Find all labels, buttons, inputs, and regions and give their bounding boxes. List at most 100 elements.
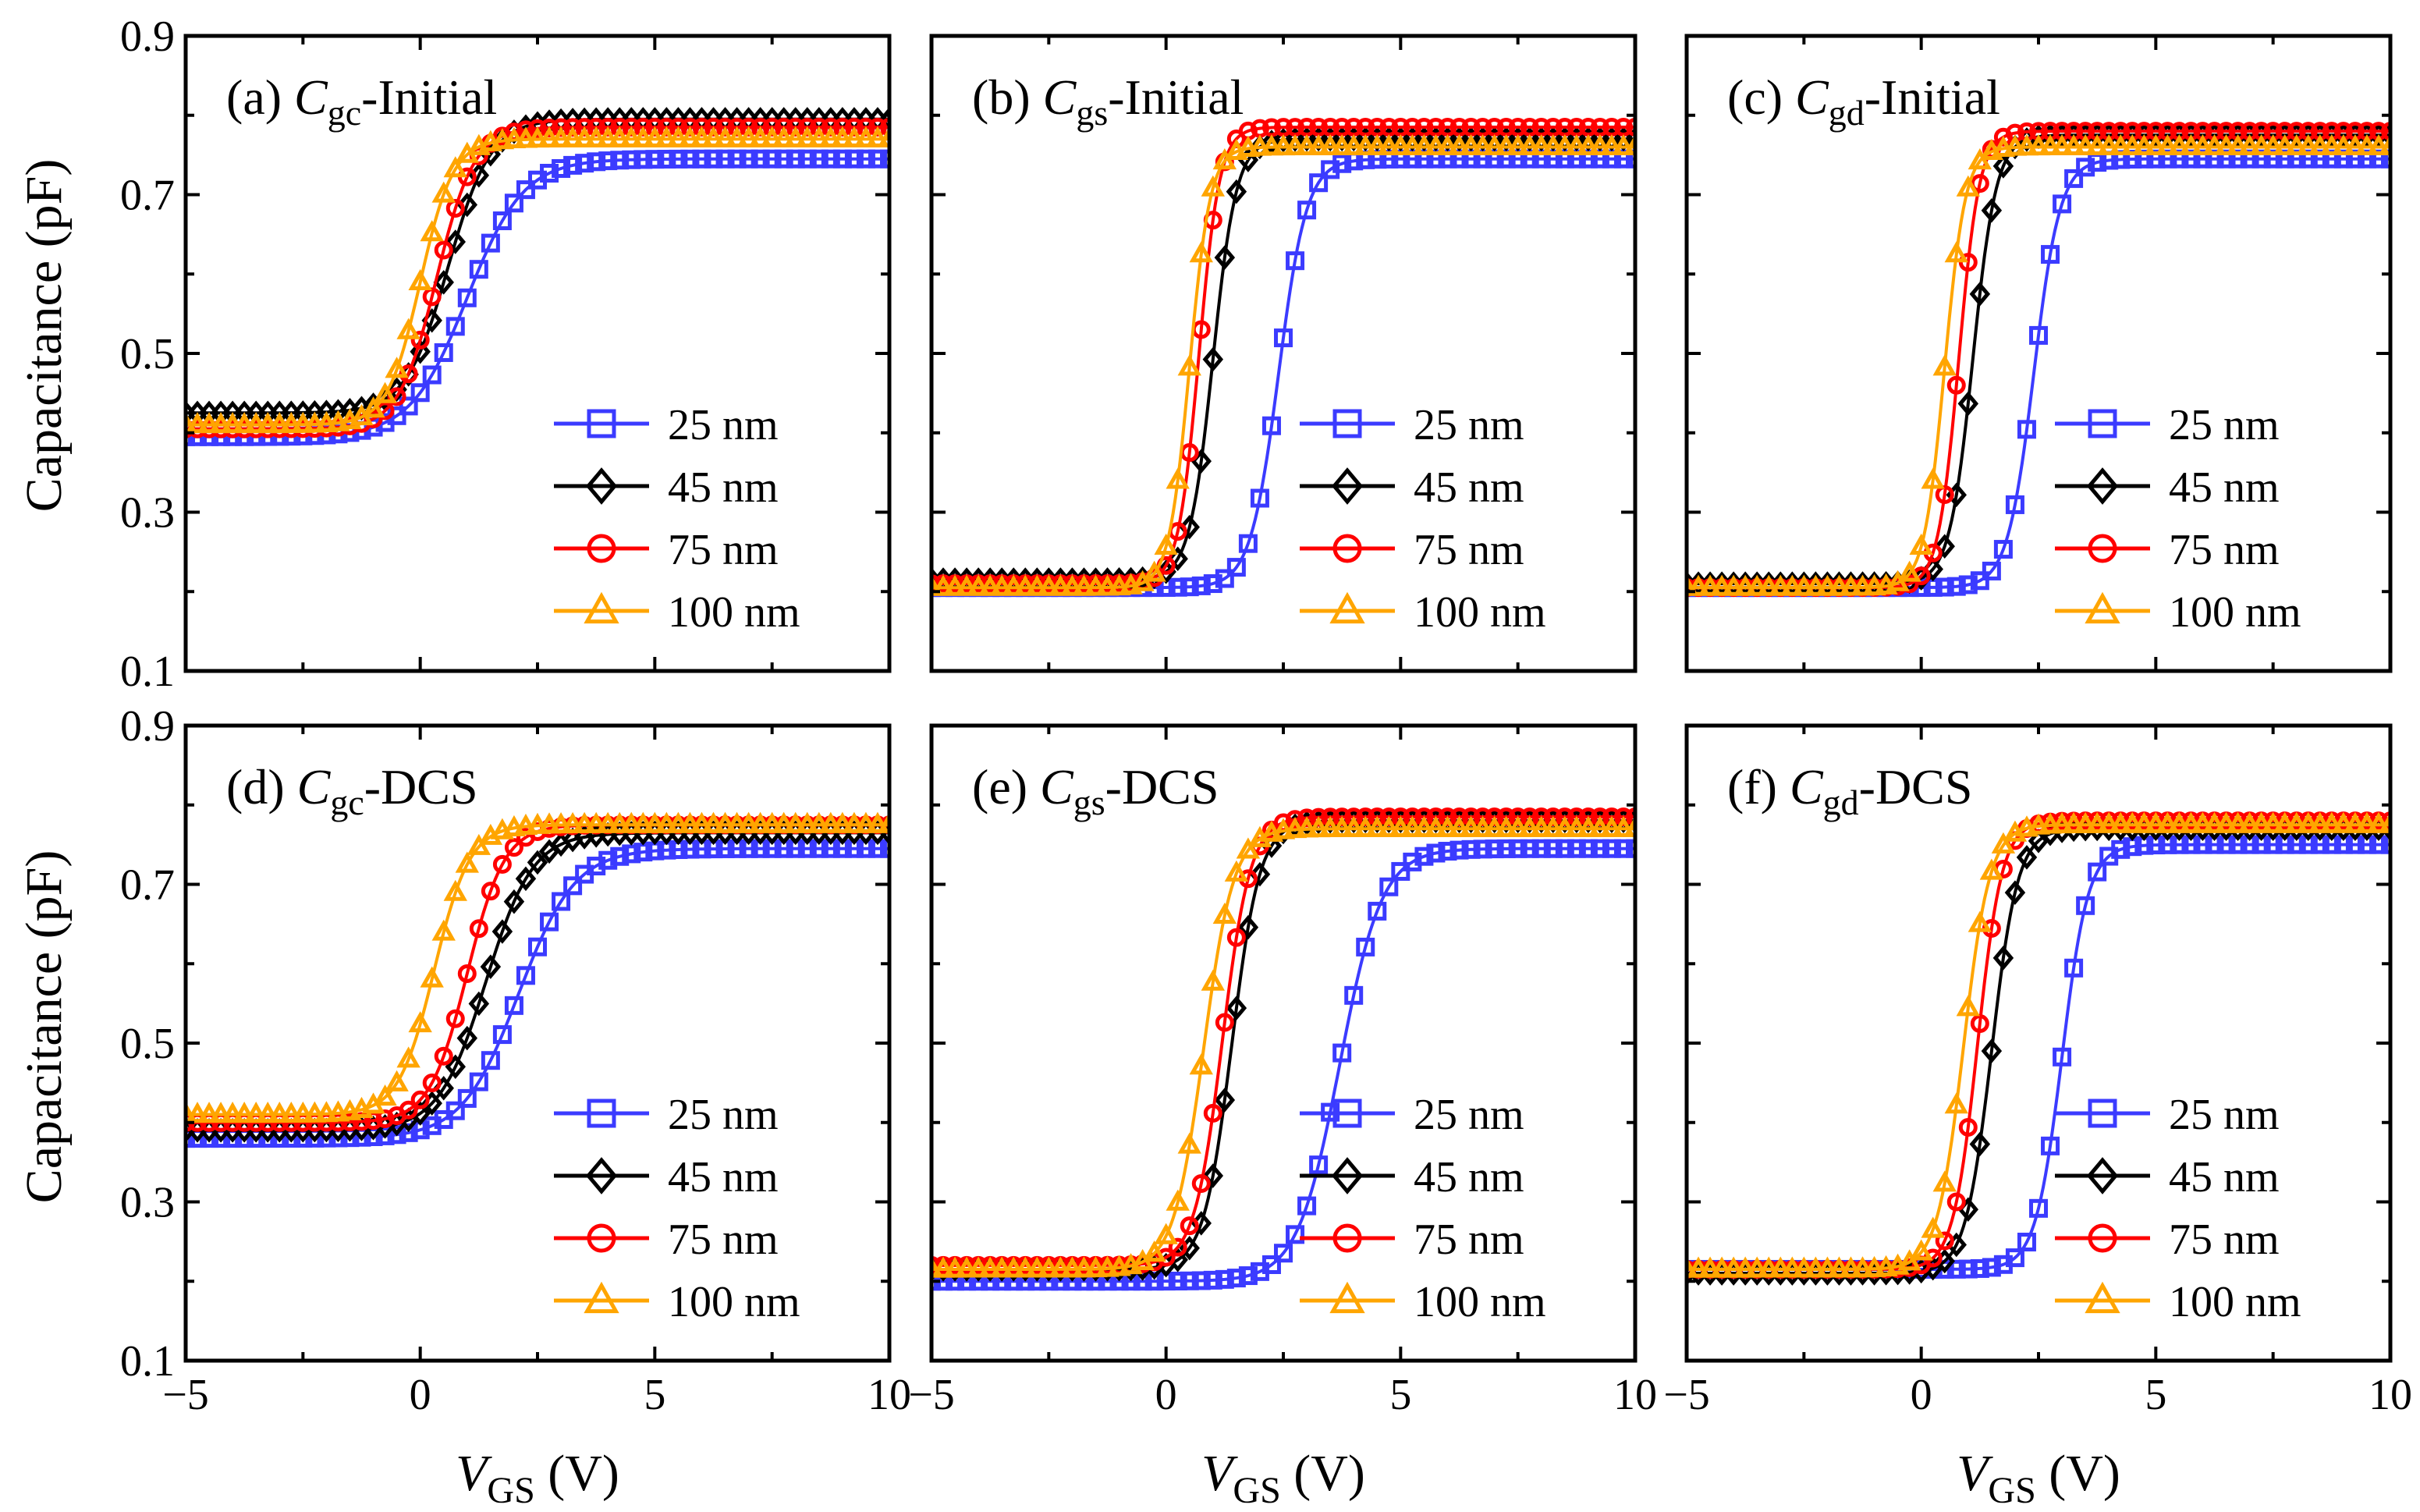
data-point-25-nm xyxy=(2029,1198,2048,1218)
data-point-25-nm xyxy=(610,151,630,170)
data-point-100-nm xyxy=(2296,811,2320,833)
legend-item-45-nm: 45 nm xyxy=(2055,1153,2280,1201)
data-point-100-nm xyxy=(513,126,538,148)
series-line-45-nm xyxy=(186,117,889,415)
data-point-100-nm xyxy=(713,811,737,833)
data-point-100-nm xyxy=(1850,1256,1875,1278)
data-point-100-nm xyxy=(2226,133,2250,156)
data-point-25-nm xyxy=(504,193,523,213)
data-point-100-nm xyxy=(2378,811,2390,833)
data-point-75-nm xyxy=(410,330,430,350)
series-45-nm-c xyxy=(1687,122,2390,596)
series-25-nm-b xyxy=(931,149,1635,598)
data-point-100-nm xyxy=(490,128,515,150)
data-point-100-nm xyxy=(2097,811,2121,833)
data-point-100-nm xyxy=(1588,815,1613,837)
legend-item-100-nm: 100 nm xyxy=(1300,1278,1546,1326)
data-point-75-nm xyxy=(492,854,512,874)
data-point-100-nm xyxy=(2319,811,2344,833)
data-point-25-nm xyxy=(2053,194,2072,214)
data-point-100-nm xyxy=(2202,133,2227,156)
data-point-25-nm xyxy=(1215,1269,1234,1289)
x-axis-c xyxy=(1685,36,2392,671)
series-100-nm-d xyxy=(186,811,889,1123)
data-point-100-nm xyxy=(1529,133,1553,156)
data-point-45-nm xyxy=(468,991,490,1017)
legend-d: 25 nm 45 nm 75 nm 100 nm xyxy=(554,1091,800,1326)
data-point-25-nm xyxy=(657,150,676,169)
data-point-100-nm xyxy=(431,919,456,941)
data-point-75-nm xyxy=(739,118,758,137)
legend-marker xyxy=(587,534,616,563)
x-tick-label: 0 xyxy=(1155,1371,1177,1419)
data-point-75-nm xyxy=(1215,1013,1234,1032)
data-point-100-nm xyxy=(842,811,867,833)
data-point-25-nm xyxy=(504,996,523,1015)
data-point-100-nm xyxy=(443,156,467,178)
data-point-25-nm xyxy=(1274,328,1293,348)
data-point-25-nm xyxy=(2111,839,2131,859)
data-point-100-nm xyxy=(560,811,585,833)
data-point-45-nm xyxy=(1934,534,1955,559)
data-point-100-nm xyxy=(1294,133,1319,156)
legend-item-25-nm: 25 nm xyxy=(1300,1091,1524,1139)
data-point-100-nm xyxy=(1991,832,2016,854)
data-point-25-nm xyxy=(1946,577,1966,596)
data-point-100-nm xyxy=(1025,1256,1049,1278)
legend-e: 25 nm 45 nm 75 nm 100 nm xyxy=(1300,1091,1546,1326)
data-point-100-nm xyxy=(1400,133,1425,156)
data-point-100-nm xyxy=(1072,574,1096,596)
data-point-100-nm xyxy=(2191,133,2215,156)
data-point-100-nm xyxy=(1049,574,1073,596)
data-point-75-nm xyxy=(434,1046,453,1066)
data-point-25-nm xyxy=(1297,1196,1317,1216)
legend-label: 45 nm xyxy=(668,1153,779,1201)
data-point-100-nm xyxy=(1095,574,1120,596)
data-point-25-nm xyxy=(434,343,453,362)
legend-marker xyxy=(2086,467,2119,505)
series-line-25-nm xyxy=(1687,843,2390,1271)
data-point-25-nm xyxy=(1543,839,1563,858)
data-point-100-nm xyxy=(725,126,749,147)
data-point-25-nm xyxy=(2041,1136,2060,1155)
data-point-100-nm xyxy=(2026,134,2051,156)
data-point-45-nm xyxy=(515,866,537,892)
data-point-100-nm xyxy=(2366,811,2390,833)
data-point-100-nm xyxy=(748,811,772,833)
data-point-100-nm xyxy=(1968,910,1992,932)
data-point-25-nm xyxy=(1344,985,1364,1005)
data-point-100-nm xyxy=(643,126,667,147)
data-point-100-nm xyxy=(303,1101,327,1123)
data-point-100-nm xyxy=(666,126,690,147)
data-point-100-nm xyxy=(608,126,632,147)
data-point-100-nm xyxy=(931,1256,956,1278)
data-point-100-nm xyxy=(1142,560,1166,582)
data-point-100-nm xyxy=(1107,574,1131,596)
data-point-100-nm xyxy=(1552,815,1577,837)
data-point-100-nm xyxy=(1037,1256,1061,1278)
legend-label: 100 nm xyxy=(668,1278,800,1326)
data-point-75-nm xyxy=(856,118,875,137)
data-point-100-nm xyxy=(2167,811,2191,833)
data-point-100-nm xyxy=(1049,1256,1073,1278)
legend-label: 45 nm xyxy=(2169,463,2280,512)
data-point-100-nm xyxy=(548,811,573,834)
data-point-100-nm xyxy=(1623,133,1635,156)
data-point-100-nm xyxy=(1447,133,1471,156)
data-point-100-nm xyxy=(256,412,280,434)
data-point-25-nm xyxy=(1613,839,1633,858)
data-point-25-nm xyxy=(1250,488,1269,508)
data-point-100-nm xyxy=(736,126,761,147)
data-point-75-nm xyxy=(750,118,770,137)
data-point-100-nm xyxy=(1709,1256,1734,1278)
data-point-100-nm xyxy=(1365,133,1389,156)
data-point-100-nm xyxy=(1564,815,1589,837)
data-point-100-nm xyxy=(2073,811,2098,833)
data-point-25-nm xyxy=(1168,577,1187,597)
legend-item-45-nm: 45 nm xyxy=(554,1153,779,1201)
data-point-75-nm xyxy=(587,118,606,137)
x-axis-title-e: VGS (V) xyxy=(1201,1445,1365,1511)
data-point-100-nm xyxy=(1709,574,1734,596)
data-point-100-nm xyxy=(1804,1256,1828,1278)
panel-b: (b) Cgs-Initial 25 nm 45 nm 75 nm 100 nm xyxy=(929,34,1638,673)
